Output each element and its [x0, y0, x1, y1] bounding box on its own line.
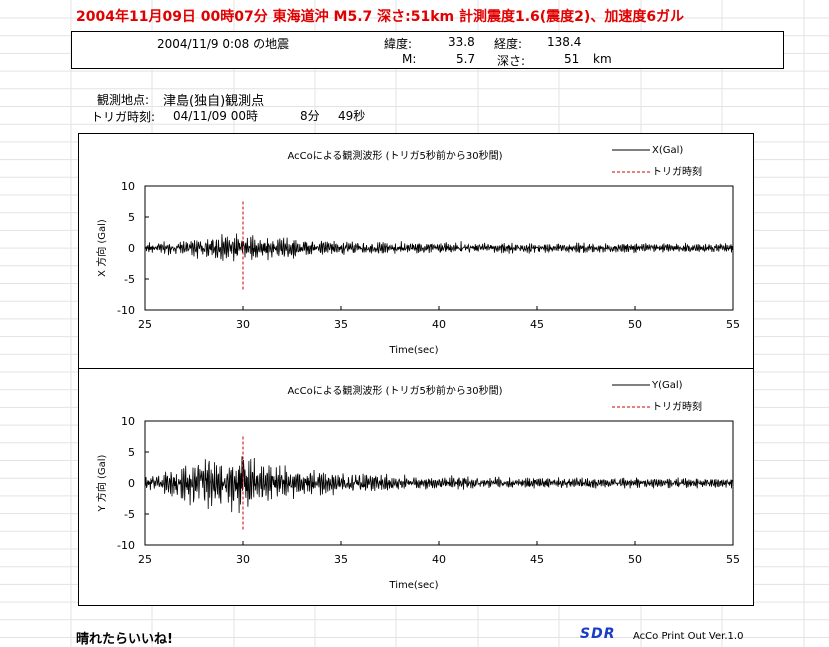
magnitude-value: 5.7	[456, 52, 476, 66]
x-tick-label: 45	[530, 553, 544, 566]
chart-title: AcCoによる観測波形 (トリガ5秒前から30秒間)	[287, 384, 502, 397]
x-tick-label: 35	[334, 553, 348, 566]
y-tick-label: -5	[124, 273, 135, 286]
x-axis-label: Time(sec)	[388, 580, 438, 591]
x-tick-label: 25	[138, 318, 152, 331]
station-name: 津島(独自)観測点	[163, 94, 265, 109]
y-waveform-chart: AcCoによる観測波形 (トリガ5秒前から30秒間) Y(Gal) トリガ時刻 10 5…	[95, 380, 740, 591]
station-label: 観測地点:	[97, 93, 150, 107]
legend-series-label: X(Gal)	[652, 145, 683, 156]
x-tick-label: 40	[432, 318, 446, 331]
y-chart-panel: AcCoによる観測波形 (トリガ5秒前から30秒間) Y(Gal) トリガ時刻 10 5…	[78, 368, 754, 606]
x-tick-label: 55	[726, 318, 740, 331]
y-tick-label: 5	[128, 211, 135, 224]
x-tick-label: 50	[628, 318, 642, 331]
footer-message: 晴れたらいいね!	[76, 632, 173, 647]
legend-trigger-label: トリガ時刻	[652, 400, 702, 413]
trigger-seconds: 49秒	[338, 109, 366, 123]
longitude-label: 経度:	[494, 37, 523, 51]
legend-series-label: Y(Gal)	[651, 380, 683, 391]
y-tick-label: -5	[124, 508, 135, 521]
version-text: AcCo Print Out Ver.1.0	[633, 631, 744, 642]
y-tick-label: -10	[117, 304, 135, 317]
waveform-line	[144, 233, 734, 262]
x-tick-label: 30	[236, 553, 250, 566]
trigger-label: トリガ時刻:	[91, 110, 156, 124]
x-axis-label: Time(sec)	[388, 345, 438, 356]
y-tick-label: 5	[128, 446, 135, 459]
x-waveform-chart: AcCoによる観測波形 (トリガ5秒前から30秒間) X(Gal) トリガ時刻 10 5…	[95, 145, 740, 356]
x-tick-label: 35	[334, 318, 348, 331]
legend-trigger-label: トリガ時刻	[652, 165, 702, 178]
trigger-datetime: 04/11/09 00時	[173, 109, 258, 123]
x-tick-label: 30	[236, 318, 250, 331]
y-axis-label: X 方向 (Gal)	[95, 219, 108, 277]
x-chart-panel: AcCoによる観測波形 (トリガ5秒前から30秒間) X(Gal) トリガ時刻 10 5…	[78, 133, 754, 370]
x-tick-label: 45	[530, 318, 544, 331]
event-datetime: 2004/11/9 0:08 の地震	[157, 37, 290, 51]
latitude-label: 緯度:	[384, 37, 413, 51]
longitude-value: 138.4	[547, 35, 582, 49]
x-tick-label: 40	[432, 553, 446, 566]
depth-value: 51	[564, 52, 580, 66]
x-tick-label: 50	[628, 553, 642, 566]
trigger-minutes: 8分	[300, 109, 320, 123]
sdr-logo: SDR	[580, 626, 616, 642]
latitude-value: 33.8	[448, 35, 475, 49]
y-tick-label: -10	[117, 539, 135, 552]
event-info-box: 2004/11/9 0:08 の地震 緯度: 33.8 経度: 138.4 M:…	[71, 31, 784, 69]
depth-unit: km	[593, 52, 612, 66]
x-tick-label: 55	[726, 553, 740, 566]
page-title: 2004年11月09日 00時07分 東海道沖 M5.7 深さ:51km 計測震…	[76, 9, 685, 25]
chart-title: AcCoによる観測波形 (トリガ5秒前から30秒間)	[287, 149, 502, 162]
x-tick-label: 25	[138, 553, 152, 566]
y-axis-label: Y 方向 (Gal)	[95, 454, 108, 512]
depth-label: 深さ:	[497, 54, 526, 68]
y-tick-label: 10	[121, 180, 135, 193]
magnitude-label: M:	[402, 52, 417, 66]
y-tick-label: 10	[121, 415, 135, 428]
y-tick-label: 0	[128, 242, 135, 255]
y-tick-label: 0	[128, 477, 135, 490]
